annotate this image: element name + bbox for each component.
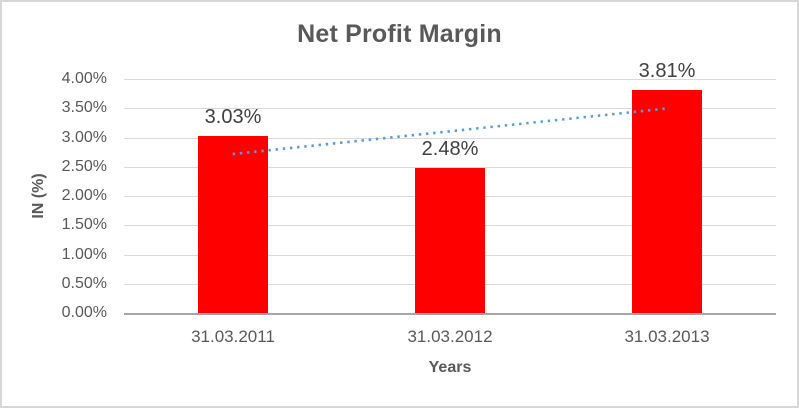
chart-title: Net Profit Margin [297,20,502,48]
gridline [124,108,776,109]
bar [415,168,485,313]
x-tick-label: 31.03.2013 [624,327,710,346]
gridline [124,138,776,139]
data-label: 3.03% [204,106,262,128]
gridline [124,167,776,168]
y-tick-label: 0.00% [61,304,107,321]
data-label: 2.48% [421,138,479,160]
gridline [124,79,776,80]
data-label: 3.81% [638,60,696,82]
y-tick-label: 1.50% [61,216,107,233]
y-tick-label: 2.00% [61,187,107,204]
y-tick-label: 4.00% [61,70,107,87]
y-tick-label: 3.00% [61,129,107,146]
y-tick-label: 2.50% [61,158,107,175]
x-axis-title: Years [428,359,472,376]
y-tick-label: 3.50% [61,99,107,116]
plot-area: 3.03% 2.48% 3.81% [124,60,776,315]
trendline-path [232,107,668,156]
trendline [232,107,668,156]
x-tick-label: 31.03.2012 [407,327,493,346]
bar [632,90,702,313]
y-tick-label: 1.00% [61,246,107,263]
y-tick-label: 0.50% [61,275,107,292]
x-tick-label: 31.03.2011 [191,327,275,346]
bar [198,136,268,313]
